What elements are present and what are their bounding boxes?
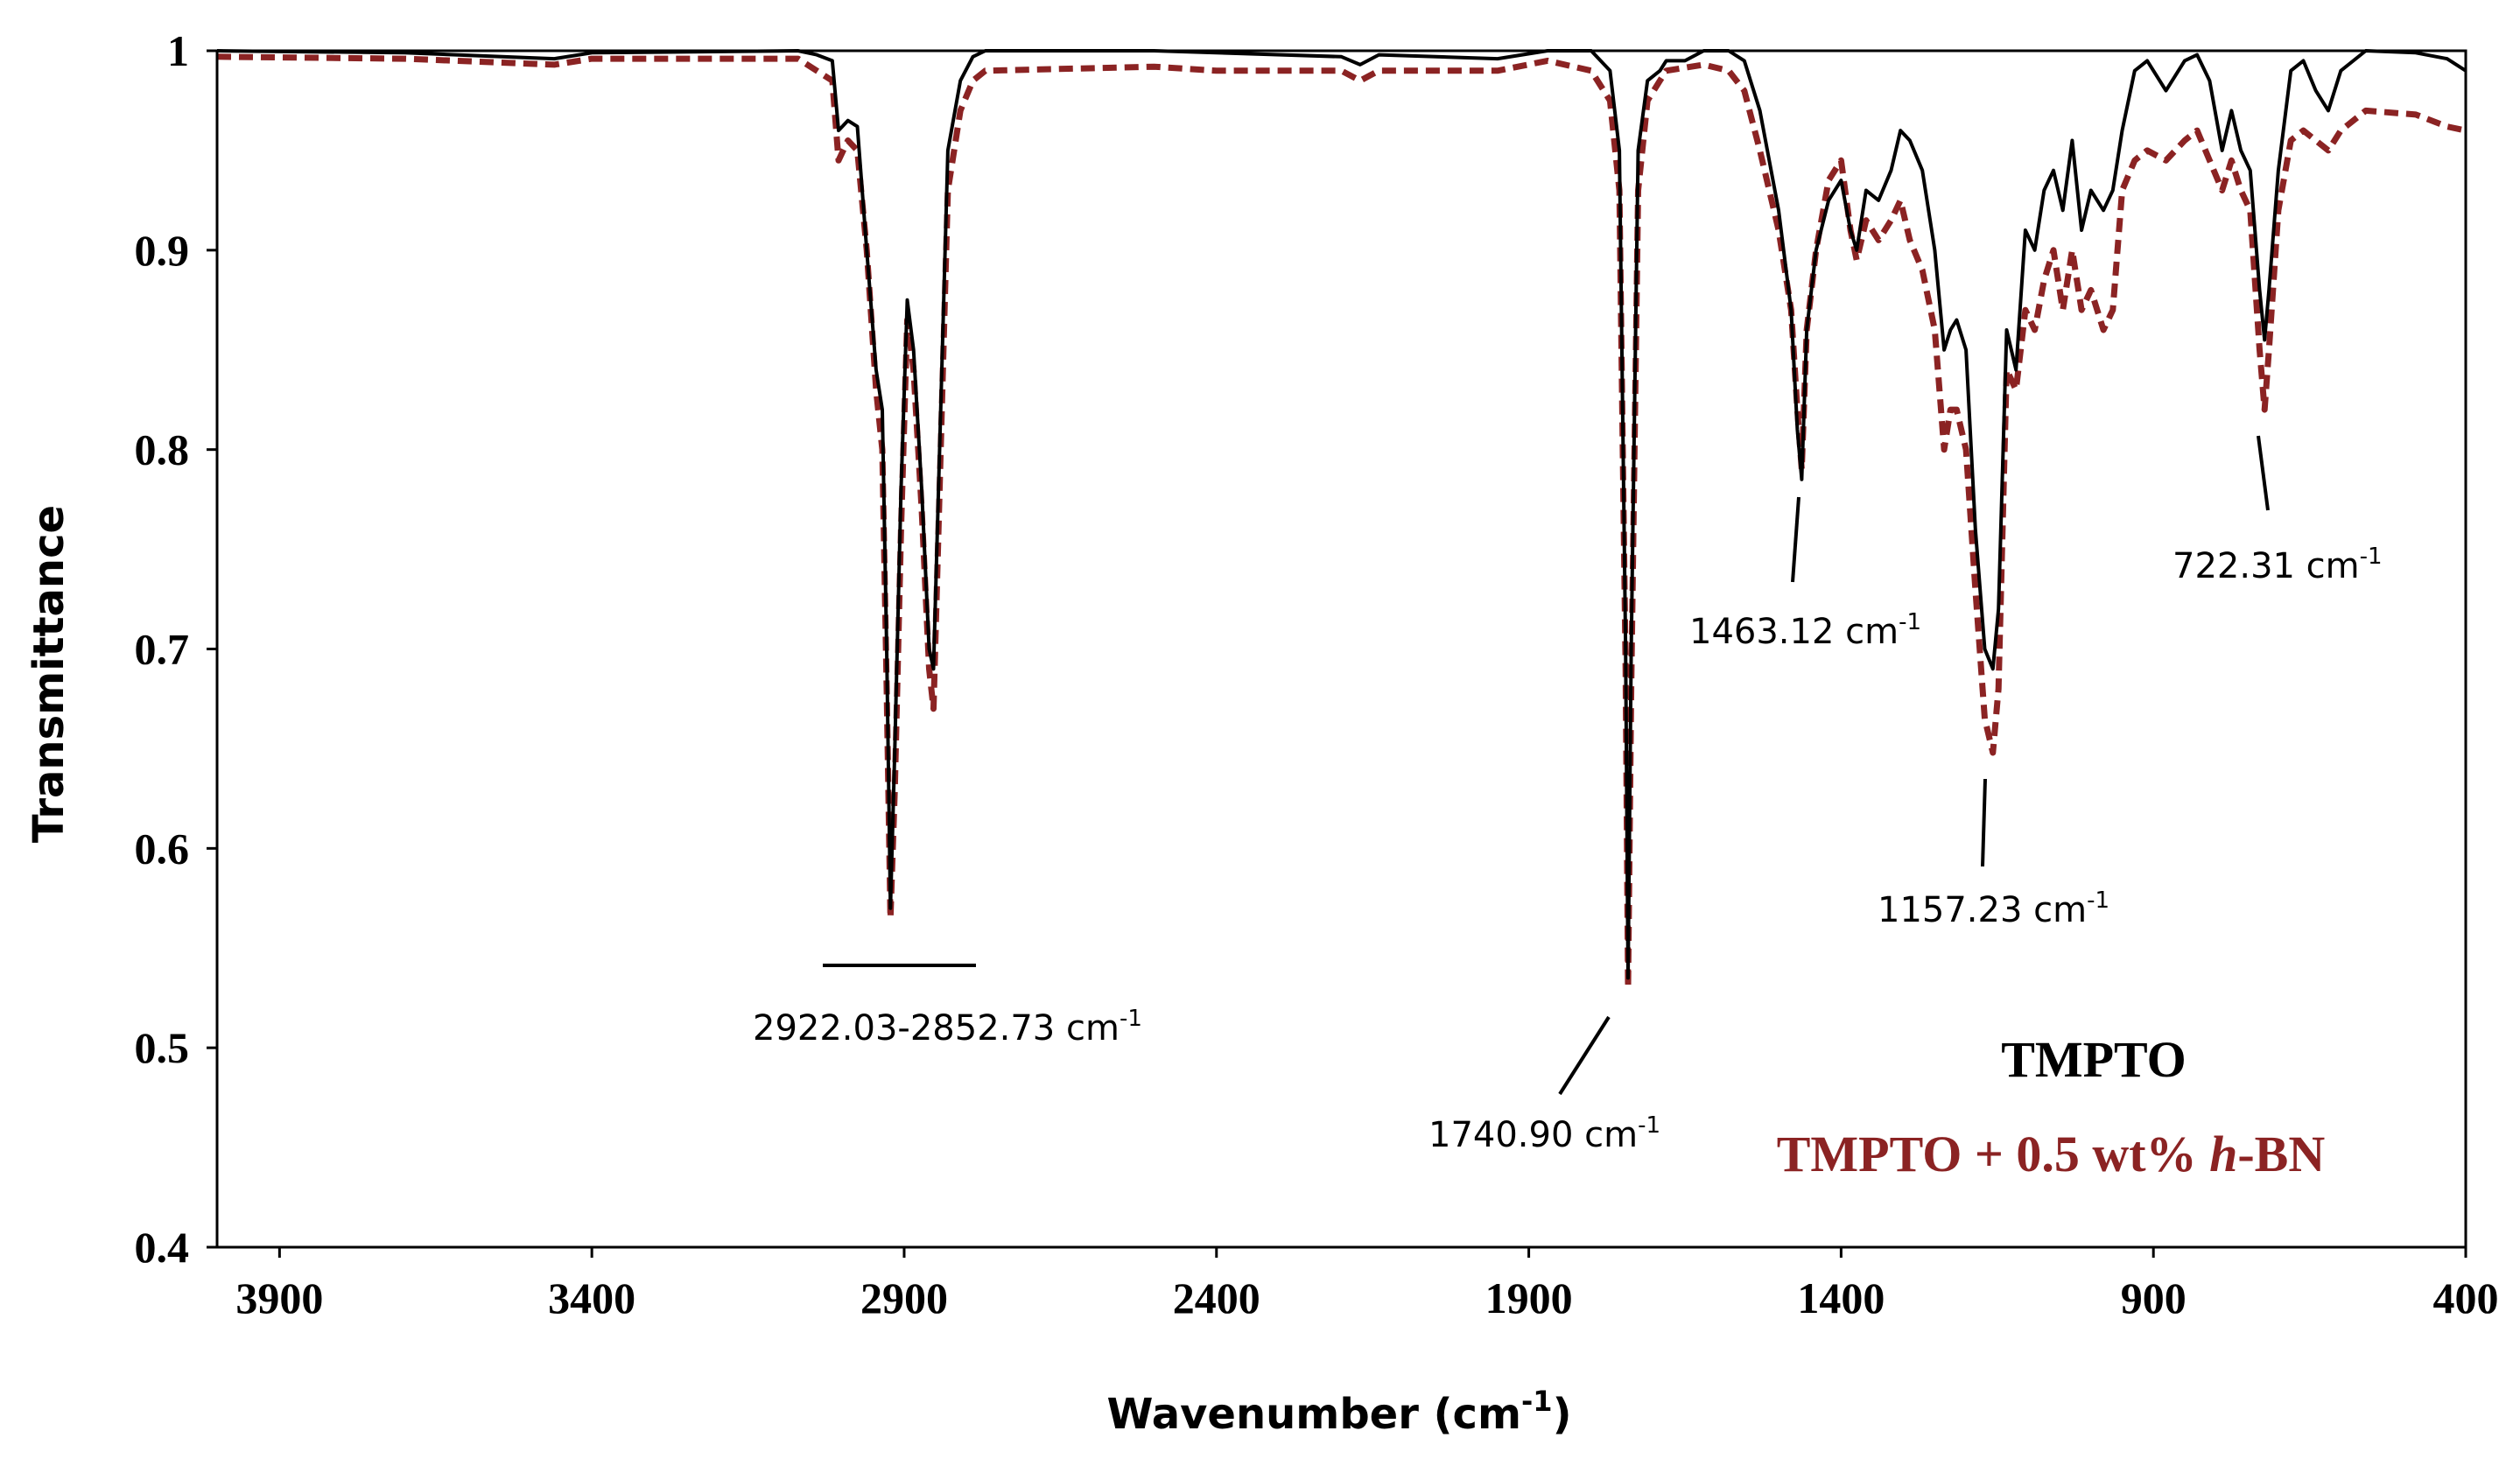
x-axis-title-sup: -1 <box>1521 1385 1553 1418</box>
annotation-1741-sup: -1 <box>1638 1112 1660 1139</box>
x-tick-label: 900 <box>2121 1273 2187 1322</box>
x-tick-label: 3400 <box>548 1273 635 1322</box>
legend: TMPTO TMPTO + 0.5 wt% h-BN <box>1777 1031 2326 1182</box>
x-tick-label: 2400 <box>1173 1273 1260 1322</box>
x-axis-title: Wavenumber (cm-1) <box>1106 1385 1571 1439</box>
y-tick-label: 0.5 <box>135 1023 190 1072</box>
annotation-line-1463 <box>1791 496 1801 583</box>
legend-label-tmpto-hbn: TMPTO + 0.5 wt% h-BN <box>1777 1126 2326 1182</box>
x-tick-label: 2900 <box>860 1273 948 1322</box>
annotation-722-sup: -1 <box>2360 544 2383 570</box>
legend-label-hbn-suffix: -BN <box>2237 1126 2325 1182</box>
x-tick-label: 1400 <box>1797 1273 1885 1322</box>
annotation-1463: 1463.12 cm-1 <box>1689 609 1921 652</box>
annotation-1157: 1157.23 cm-1 <box>1878 887 2109 930</box>
annotation-1741-text: 1740.90 cm <box>1428 1115 1638 1155</box>
annotation-line-1741 <box>1558 1015 1611 1096</box>
annotation-1463-sup: -1 <box>1899 609 1921 635</box>
x-axis-ticks: 3900 3400 2900 2400 1900 1400 900 400 <box>235 1247 2499 1322</box>
annotation-1157-text: 1157.23 cm <box>1878 890 2087 930</box>
annotation-1741: 1740.90 cm-1 <box>1428 1112 1660 1155</box>
x-axis-title-close: ) <box>1553 1390 1572 1439</box>
legend-label-hbn-prefix: TMPTO + 0.5 wt% <box>1777 1126 2209 1182</box>
annotation-2922-text: 2922.03-2852.73 cm <box>753 1008 1120 1049</box>
y-tick-label: 1 <box>167 26 189 75</box>
annotation-1463-text: 1463.12 cm <box>1689 612 1899 652</box>
y-axis-title: Transmittance <box>25 505 74 843</box>
y-tick-label: 0.6 <box>135 824 190 873</box>
y-tick-label: 0.9 <box>135 226 190 275</box>
x-tick-label: 1900 <box>1485 1273 1573 1322</box>
annotation-722-text: 722.31 cm <box>2173 546 2360 586</box>
legend-label-tmpto: TMPTO <box>2001 1031 2187 1088</box>
series-layer <box>216 49 2467 992</box>
series-line-tmpto <box>216 49 2467 980</box>
annotation-2922-sup: -1 <box>1120 1006 1142 1032</box>
x-tick-label: 3900 <box>235 1273 323 1322</box>
y-tick-label: 0.4 <box>135 1223 190 1272</box>
x-tick-label: 400 <box>2433 1273 2499 1322</box>
annotation-1157-sup: -1 <box>2087 887 2109 914</box>
y-tick-label: 0.7 <box>135 625 190 674</box>
annotation-2922: 2922.03-2852.73 cm-1 <box>753 1006 1142 1049</box>
annotation-line-722 <box>2257 435 2270 511</box>
y-tick-label: 0.8 <box>135 425 190 474</box>
annotation-722: 722.31 cm-1 <box>2173 544 2383 586</box>
series-line-tmpto-hbn <box>216 53 2467 992</box>
y-axis-ticks: 0.4 0.5 0.6 0.7 0.8 0.9 1 <box>135 26 217 1272</box>
x-axis-title-main: Wavenumber (cm <box>1106 1390 1521 1439</box>
legend-label-hbn-italic: h <box>2209 1126 2237 1182</box>
annotation-line-1157 <box>1981 778 1987 867</box>
